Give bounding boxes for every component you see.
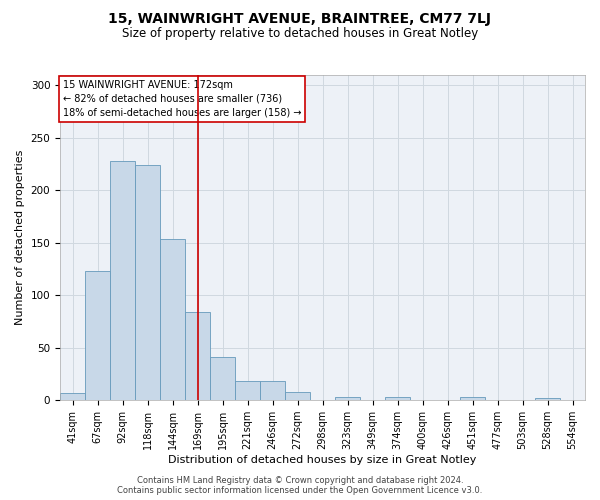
Text: Contains HM Land Registry data © Crown copyright and database right 2024.: Contains HM Land Registry data © Crown c…	[137, 476, 463, 485]
Bar	[535, 398, 560, 400]
Bar	[160, 238, 185, 400]
Text: 15, WAINWRIGHT AVENUE, BRAINTREE, CM77 7LJ: 15, WAINWRIGHT AVENUE, BRAINTREE, CM77 7…	[109, 12, 491, 26]
Bar	[110, 161, 135, 400]
Bar	[135, 165, 160, 400]
Bar	[285, 392, 310, 400]
Bar	[260, 382, 285, 400]
Bar	[210, 357, 235, 400]
Bar	[60, 393, 85, 400]
Text: Contains public sector information licensed under the Open Government Licence v3: Contains public sector information licen…	[118, 486, 482, 495]
Bar	[85, 271, 110, 400]
Text: 15 WAINWRIGHT AVENUE: 172sqm
← 82% of detached houses are smaller (736)
18% of s: 15 WAINWRIGHT AVENUE: 172sqm ← 82% of de…	[62, 80, 301, 118]
Bar	[185, 312, 210, 400]
Text: Size of property relative to detached houses in Great Notley: Size of property relative to detached ho…	[122, 28, 478, 40]
Bar	[385, 397, 410, 400]
Bar	[235, 382, 260, 400]
Y-axis label: Number of detached properties: Number of detached properties	[15, 150, 25, 326]
X-axis label: Distribution of detached houses by size in Great Notley: Distribution of detached houses by size …	[169, 455, 477, 465]
Bar	[460, 397, 485, 400]
Bar	[335, 397, 360, 400]
